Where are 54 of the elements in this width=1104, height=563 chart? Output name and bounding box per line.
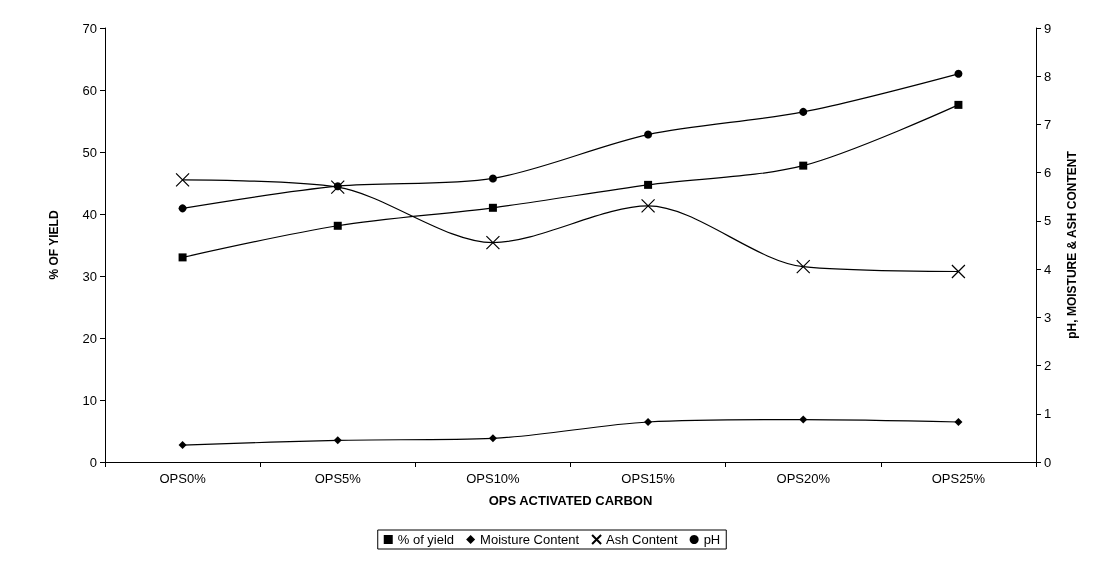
point <box>644 417 653 426</box>
y2-tick-label: 7 <box>1044 116 1052 132</box>
point <box>644 180 653 189</box>
y2-tick-label: 8 <box>1044 68 1052 84</box>
x-tick-label: OPS10% <box>466 471 521 486</box>
x-tick-label: OPS15% <box>621 471 676 486</box>
x-tick-label: OPS25% <box>931 471 986 486</box>
point <box>488 434 497 443</box>
point <box>799 161 808 170</box>
y-tick-label: 20 <box>82 330 97 346</box>
legend-label: Moisture Content <box>480 532 580 547</box>
x-tick-label: OPS20% <box>776 471 831 486</box>
point <box>333 221 342 230</box>
y2-tick-label: 0 <box>1044 454 1052 470</box>
point <box>951 264 966 279</box>
point <box>488 203 497 212</box>
y-tick-label: 60 <box>82 82 97 98</box>
y2-tick-label: 1 <box>1044 406 1052 422</box>
point <box>799 415 808 424</box>
x-tick-label: OPS0% <box>159 471 207 486</box>
point <box>644 130 653 139</box>
point <box>330 180 345 195</box>
x-tick-label: OPS5% <box>314 471 362 486</box>
y-axis-title: % OF YIELD <box>47 210 61 280</box>
point <box>796 259 811 274</box>
y2-tick-label: 6 <box>1044 165 1052 181</box>
y-tick-label: 0 <box>89 454 97 470</box>
y-tick-label: 70 <box>82 20 97 36</box>
point <box>175 172 190 187</box>
point <box>485 235 501 250</box>
x-axis-title: OPS ACTIVATED CARBON <box>488 493 653 508</box>
y-tick-label: 10 <box>82 392 97 408</box>
y2-tick-label: 9 <box>1044 20 1052 36</box>
point <box>954 417 963 426</box>
legend-label: pH <box>703 532 721 547</box>
y2-axis-title: pH, MOISTURE & ASH CONTENT <box>1065 150 1079 339</box>
y2-tick-label: 2 <box>1044 358 1052 374</box>
y2-tick-label: 3 <box>1044 309 1052 325</box>
point <box>178 204 187 213</box>
point <box>178 441 187 450</box>
point <box>799 107 808 116</box>
legend-label: % of yield <box>397 532 455 547</box>
point <box>640 198 656 214</box>
point <box>488 174 497 183</box>
legend-label: Ash Content <box>606 532 679 547</box>
point <box>333 436 342 445</box>
point <box>178 253 187 262</box>
y2-tick-label: 4 <box>1044 261 1052 277</box>
y-tick-label: 50 <box>82 144 97 160</box>
y2-tick-label: 5 <box>1044 213 1052 229</box>
y-tick-label: 40 <box>82 206 97 222</box>
y-tick-label: 30 <box>82 268 97 284</box>
point <box>954 69 963 78</box>
point <box>954 100 963 109</box>
